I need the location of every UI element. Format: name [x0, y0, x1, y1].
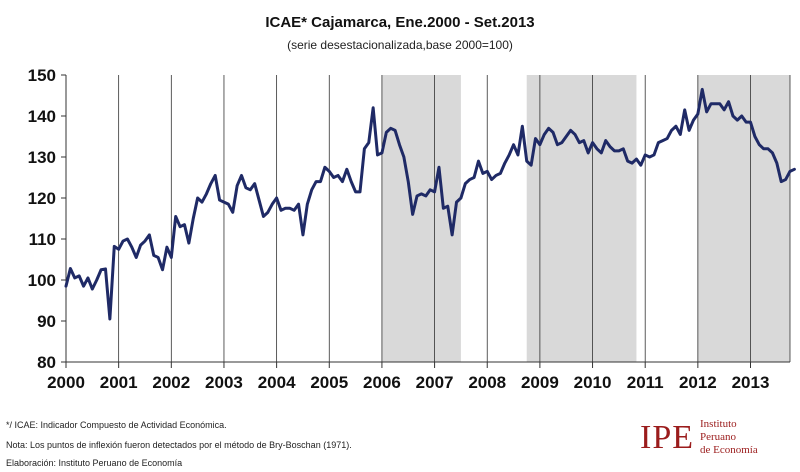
- logo-line-2: Peruano: [700, 431, 737, 443]
- recession-shading: [381, 75, 790, 362]
- chart-title: ICAE* Cajamarca, Ene.2000 - Set.2013: [265, 14, 535, 31]
- x-tick-label: 2008: [468, 373, 506, 392]
- x-axis-ticks: 2000 2001 2002 2003 2004 2005 2006 2007 2008 2009…: [47, 362, 769, 392]
- x-tick-label: 2000: [47, 373, 85, 392]
- y-tick-label: 100: [28, 271, 56, 290]
- y-tick-label: 80: [37, 353, 56, 372]
- logo-line-1: Instituto: [700, 418, 737, 430]
- footnote-method: Nota: Los puntos de inflexión fueron det…: [6, 440, 352, 450]
- y-tick-label: 120: [28, 189, 56, 208]
- y-axis-ticks: 80 90 100 110 120 130 140 150: [28, 66, 66, 372]
- ipe-logo-mark: IPE: [640, 418, 694, 456]
- shaded-period-2: [526, 75, 637, 362]
- y-tick-label: 150: [28, 66, 56, 85]
- x-tick-label: 2013: [732, 373, 770, 392]
- y-tick-label: 130: [28, 148, 56, 167]
- shaded-period-3: [697, 75, 790, 362]
- gridlines: [65, 75, 791, 363]
- logo-line-3: de Economía: [700, 444, 758, 456]
- y-tick-label: 110: [29, 230, 56, 249]
- y-tick-label: 90: [37, 312, 56, 331]
- ipe-logo: IPE Instituto Peruano de Economía: [640, 418, 758, 457]
- series-line-group: [64, 87, 796, 321]
- x-tick-label: 2005: [310, 373, 348, 392]
- y-tick-label: 140: [28, 107, 56, 126]
- footnote-icae: */ ICAE: Indicador Compuesto de Activida…: [6, 420, 227, 430]
- shaded-period-1: [381, 75, 461, 362]
- x-tick-label: 2011: [627, 373, 664, 392]
- x-tick-label: 2001: [100, 373, 138, 392]
- x-tick-label: 2003: [205, 373, 243, 392]
- x-tick-label: 2002: [152, 373, 190, 392]
- x-tick-label: 2004: [258, 373, 296, 392]
- chart-subtitle: (serie desestacionalizada,base 2000=100): [287, 38, 513, 52]
- x-tick-label: 2012: [679, 373, 717, 392]
- ipe-logo-text: Instituto Peruano de Economía: [700, 418, 758, 457]
- x-tick-label: 2006: [363, 373, 401, 392]
- series-line-1: [64, 87, 796, 321]
- x-tick-label: 2009: [521, 373, 559, 392]
- footnote-source: Elaboración: Instituto Peruano de Econom…: [6, 458, 183, 468]
- x-tick-label: 2010: [574, 373, 612, 392]
- x-tick-label: 2007: [416, 373, 454, 392]
